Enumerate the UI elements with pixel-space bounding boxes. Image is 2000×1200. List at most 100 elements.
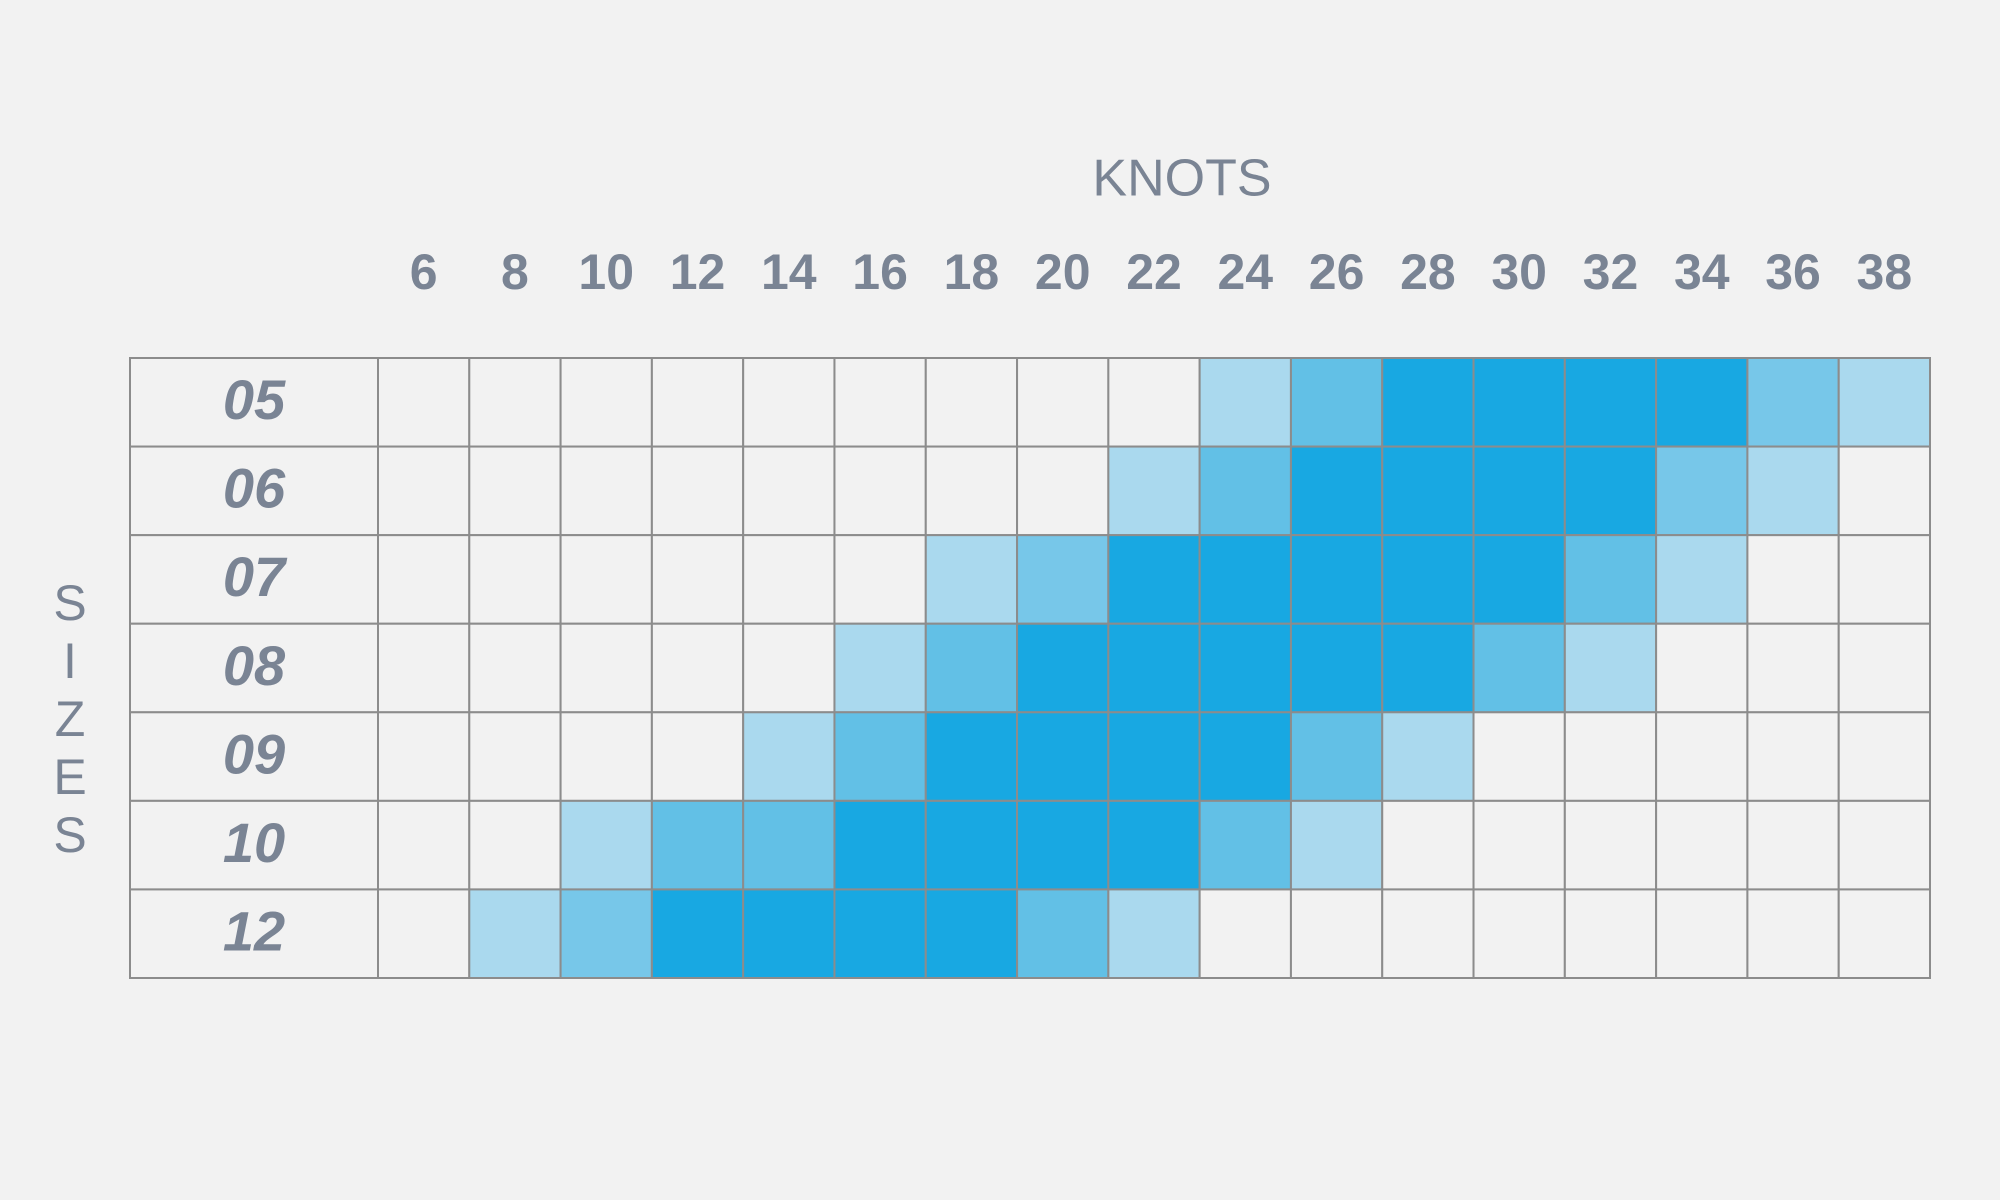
heat-cell (559, 445, 653, 537)
row-label-cell (129, 534, 379, 625)
y-tick-label: 10 (223, 811, 285, 874)
heat-cell (1016, 534, 1110, 625)
heat-cell (1016, 622, 1110, 714)
heat-cell (1107, 799, 1201, 891)
heat-cell (833, 799, 927, 891)
heat-cell (377, 445, 471, 537)
heat-cell (1107, 445, 1201, 537)
heat-cell (1381, 799, 1475, 891)
heat-cell (377, 622, 471, 714)
heat-cell (1198, 445, 1292, 537)
heat-cell (650, 888, 745, 980)
heat-cell (559, 888, 653, 980)
heat-cell (1107, 534, 1201, 625)
heat-cell (1198, 357, 1292, 448)
heat-cell (1289, 622, 1384, 714)
heat-cell (833, 357, 927, 448)
heat-cell (1655, 622, 1749, 714)
heat-cell (1472, 799, 1566, 891)
heat-cell (559, 799, 653, 891)
heat-cell (1655, 445, 1749, 537)
heat-cell (1289, 445, 1384, 537)
heat-cell (1472, 888, 1566, 980)
heat-cell (468, 622, 562, 714)
heat-cell (1563, 445, 1658, 537)
heat-cell (924, 711, 1019, 802)
heat-cell (1655, 711, 1749, 802)
heat-cell (1472, 711, 1566, 802)
x-tick-label: 22 (1126, 244, 1182, 300)
heat-cell (1381, 888, 1475, 980)
x-tick-label: 12 (670, 244, 726, 300)
heat-cell (1655, 888, 1749, 980)
x-tick-label: 14 (761, 244, 817, 300)
heat-cell (1016, 445, 1110, 537)
row-label-cell (129, 445, 379, 537)
heat-cell (924, 622, 1019, 714)
heat-cell (742, 622, 836, 714)
heat-cell (1016, 357, 1110, 448)
heat-cell (1746, 799, 1840, 891)
x-tick-label: 20 (1035, 244, 1091, 300)
y-axis-label: SIZES (42, 575, 98, 865)
heat-cell (833, 711, 927, 802)
heat-cell (1198, 534, 1292, 625)
heat-cell (742, 534, 836, 625)
x-tick-label: 26 (1309, 244, 1365, 300)
heat-cell (1563, 799, 1658, 891)
heat-cell (559, 622, 653, 714)
x-tick-label: 36 (1765, 244, 1821, 300)
heat-cell (468, 888, 562, 980)
y-tick-label: 08 (223, 634, 286, 697)
heat-cell (742, 888, 836, 980)
heat-cell (1381, 445, 1475, 537)
heat-cell (1655, 799, 1749, 891)
heat-cell (1837, 711, 1932, 802)
heat-cell (1289, 357, 1384, 448)
heat-cell (1472, 534, 1566, 625)
heat-cell (1016, 888, 1110, 980)
x-tick-label: 38 (1857, 244, 1913, 300)
heat-cell (468, 357, 562, 448)
heat-cell (1563, 711, 1658, 802)
heat-cell (924, 445, 1019, 537)
heat-cell (1107, 888, 1201, 980)
heat-cell (742, 799, 836, 891)
heat-cell (742, 357, 836, 448)
x-tick-label: 24 (1217, 244, 1273, 300)
heat-cell (924, 888, 1019, 980)
heat-cell (1016, 711, 1110, 802)
heat-cell (1289, 888, 1384, 980)
heat-cell (377, 888, 471, 980)
heat-cell (559, 534, 653, 625)
heat-cell (1746, 622, 1840, 714)
heat-cell (1563, 357, 1658, 448)
heat-cell (468, 534, 562, 625)
heat-cell (1746, 888, 1840, 980)
heat-cell (1289, 799, 1384, 891)
heat-cell (833, 534, 927, 625)
x-tick-label: 34 (1674, 244, 1730, 300)
heat-cell (650, 799, 745, 891)
heat-cell (650, 357, 745, 448)
heat-cell (833, 445, 927, 537)
heat-cell (468, 445, 562, 537)
heat-cell (1472, 622, 1566, 714)
heat-cell (833, 622, 927, 714)
y-tick-label: 12 (223, 900, 285, 963)
heat-cell (1107, 622, 1201, 714)
heat-cell (742, 711, 836, 802)
x-tick-label: 18 (944, 244, 1000, 300)
heat-cell (1837, 445, 1932, 537)
heat-cell (650, 445, 745, 537)
heat-cell (1837, 799, 1932, 891)
heat-cell (1198, 711, 1292, 802)
heat-cell (650, 622, 745, 714)
heat-cell (1746, 357, 1840, 448)
heat-cell (559, 711, 653, 802)
heat-cell (1107, 357, 1201, 448)
heat-cell (377, 711, 471, 802)
heat-cell (1563, 888, 1658, 980)
